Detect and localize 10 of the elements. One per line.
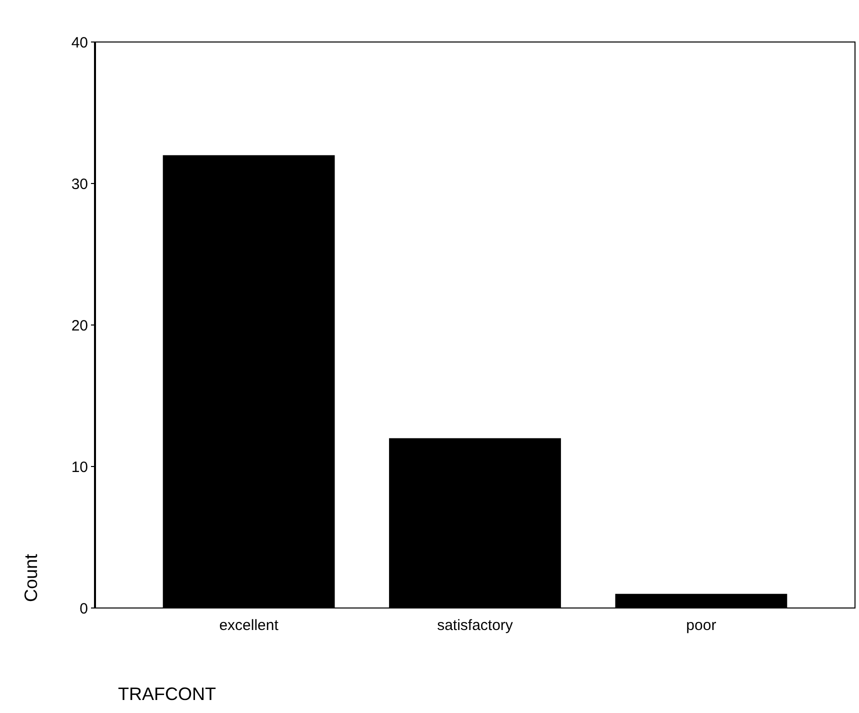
x-tick-label: excellent [219, 617, 280, 634]
y-axis-title: Count [21, 554, 41, 602]
y-tick-label: 10 [71, 458, 88, 476]
y-tick-label: 30 [71, 176, 88, 193]
x-tick-label: satisfactory [437, 617, 514, 634]
x-axis-title: TRAFCONT [118, 684, 216, 704]
y-tick-label: 40 [71, 34, 88, 52]
y-tick-label: 0 [80, 600, 88, 618]
x-tick-label: poor [686, 617, 716, 634]
y-tick-label: 20 [71, 317, 88, 334]
